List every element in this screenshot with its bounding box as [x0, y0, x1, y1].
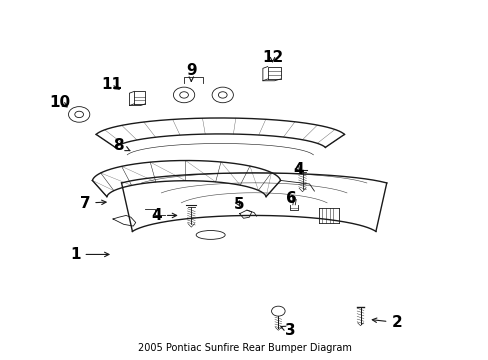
Text: 1: 1: [70, 247, 109, 262]
Text: 4: 4: [151, 208, 176, 223]
Text: 8: 8: [113, 138, 130, 153]
Text: 11: 11: [101, 77, 122, 92]
Text: 5: 5: [233, 197, 244, 212]
Text: 4: 4: [293, 162, 304, 177]
Text: 2005 Pontiac Sunfire Rear Bumper Diagram: 2005 Pontiac Sunfire Rear Bumper Diagram: [137, 343, 351, 354]
Text: 6: 6: [285, 191, 296, 206]
Text: 3: 3: [281, 323, 295, 338]
Text: 9: 9: [185, 63, 196, 81]
Text: 12: 12: [262, 50, 283, 65]
Text: 7: 7: [80, 195, 106, 211]
Text: 2: 2: [371, 315, 401, 330]
Text: 10: 10: [49, 95, 70, 109]
